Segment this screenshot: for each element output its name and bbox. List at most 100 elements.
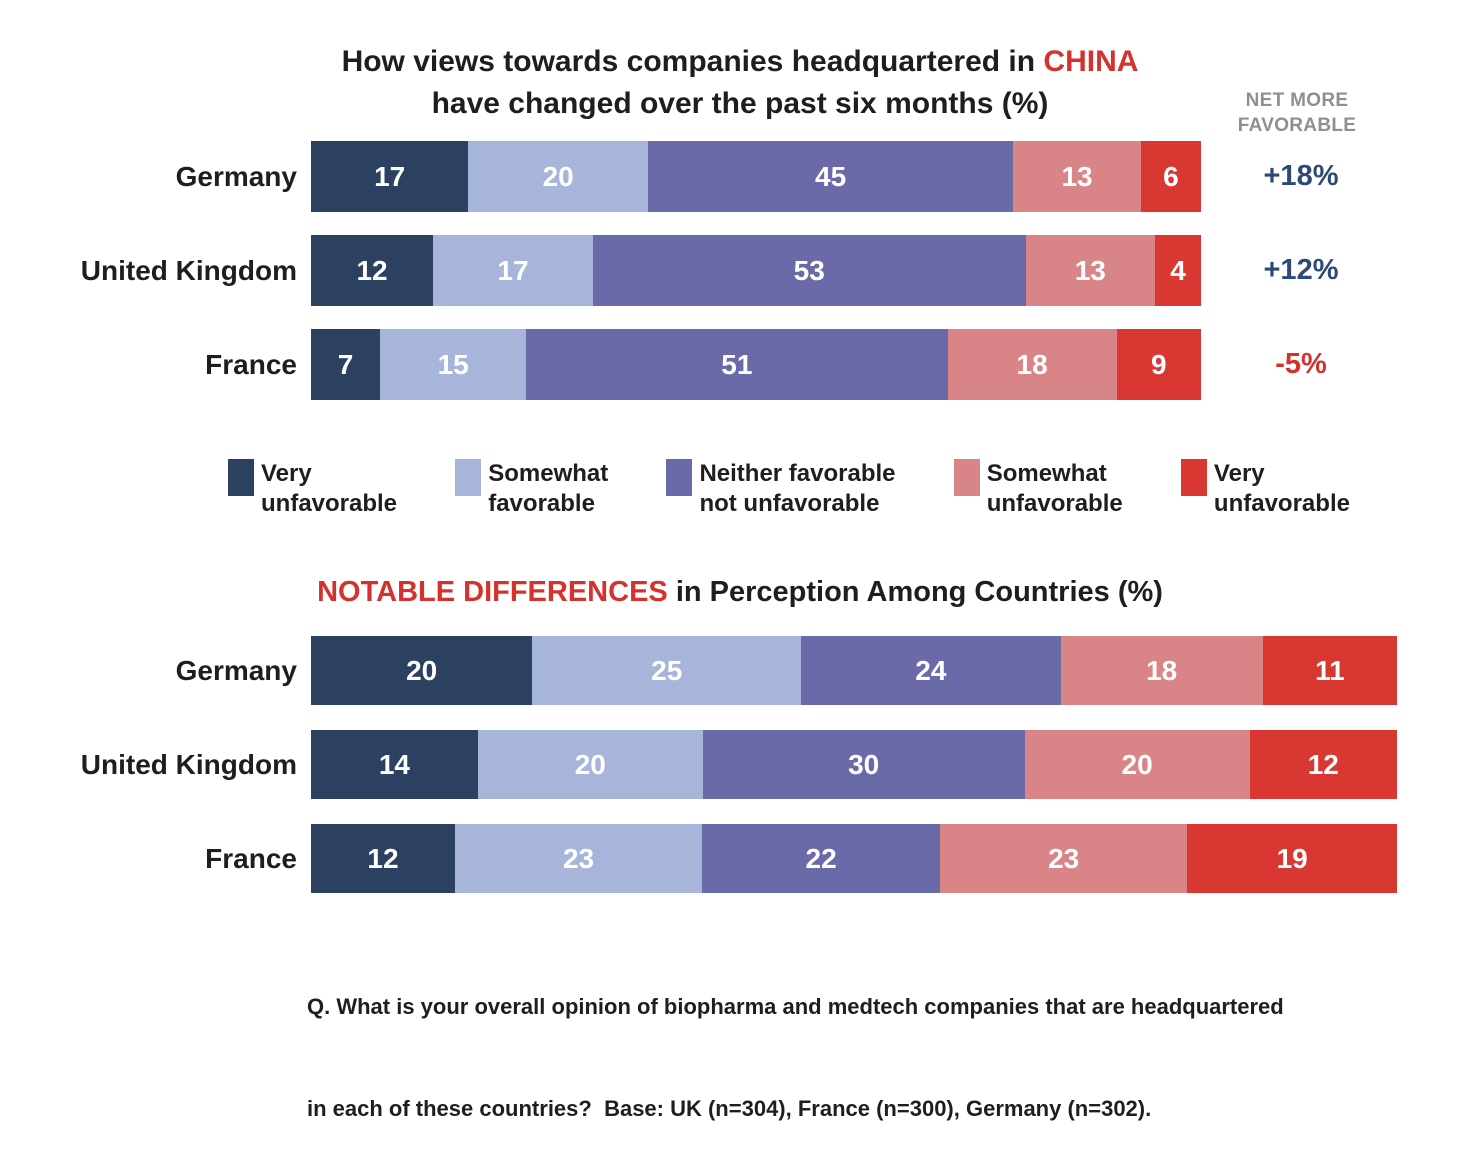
chart-perception-differences: Germany 20 25 24 18 11 United Kingdom 14 20 30 20 1…	[0, 636, 1480, 918]
bar-segment: 9	[1116, 329, 1202, 400]
chart2-title-suffix: in Perception Among Countries (%)	[667, 576, 1163, 608]
bar-value-label: 18	[1146, 654, 1178, 686]
bar-segment: 23	[940, 824, 1188, 893]
legend-label-line1: Very	[261, 460, 312, 487]
chart1-title-accent: CHINA	[1043, 45, 1139, 78]
stacked-bar: 12 23 22 23 19	[311, 824, 1397, 893]
bar-row: United Kingdom 12 17 53 13 4 +12%	[0, 235, 1480, 306]
bar-segment: 12	[311, 235, 434, 306]
footnote-line2: in each of these countries? Base: UK (n=…	[307, 1096, 1152, 1121]
bar-value-label: 17	[374, 160, 406, 192]
legend-label: Somewhat favorable	[488, 459, 608, 519]
bar-value-label: 30	[848, 748, 880, 780]
stacked-bar: 17 20 45 13 6	[311, 141, 1201, 212]
legend: Very unfavorable Somewhat favorable Neither …	[228, 459, 1350, 519]
bar-segment: 18	[1060, 636, 1263, 705]
bar-value-label: 22	[805, 842, 837, 874]
bar-value-label: 19	[1276, 842, 1308, 874]
bar-value-label: 9	[1150, 348, 1167, 380]
net-more-favorable-header: NET MORE FAVORABLE	[1222, 88, 1372, 138]
legend-label-line1: Very	[1213, 460, 1265, 487]
bar-value-label: 20	[406, 654, 438, 686]
net-value: +18%	[1263, 160, 1339, 192]
legend-label-line2: unfavorable	[261, 490, 398, 517]
bar-value-label: 6	[1163, 160, 1179, 192]
chart-china-views: Germany 17 20 45 13 6 +18% United Kingdom 12 17 53…	[0, 141, 1480, 423]
net-value: -5%	[1275, 348, 1327, 380]
bar-value-label: 12	[1307, 748, 1339, 780]
legend-label-line2: unfavorable	[986, 490, 1123, 517]
country-label: Germany	[175, 654, 297, 686]
legend-swatch	[1180, 459, 1207, 496]
legend-label-line2: unfavorable	[1213, 490, 1350, 517]
bar-value-label: 25	[651, 654, 683, 686]
bar-value-label: 45	[815, 160, 847, 192]
chart2-title-accent: NOTABLE DIFFERENCES	[317, 576, 668, 608]
legend-label: Very unfavorable	[261, 459, 397, 519]
bar-segment: 6	[1140, 141, 1201, 212]
bar-value-label: 4	[1170, 254, 1186, 286]
country-label: France	[205, 348, 297, 380]
bar-segment: 20	[477, 730, 703, 799]
bar-value-label: 12	[367, 842, 399, 874]
bar-segment: 20	[311, 636, 533, 705]
bar-segment: 12	[311, 824, 455, 893]
bar-value-label: 14	[378, 748, 410, 780]
stacked-bar: 14 20 30 20 12	[311, 730, 1397, 799]
legend-item: Very unfavorable	[228, 459, 397, 519]
net-header-line1: NET MORE	[1245, 90, 1349, 111]
bar-value-label: 51	[721, 348, 753, 380]
bar-row: Germany 20 25 24 18 11	[0, 636, 1480, 705]
bar-value-label: 7	[337, 348, 354, 380]
bar-segment: 15	[380, 329, 527, 400]
bar-segment: 4	[1155, 235, 1201, 306]
bar-segment: 12	[1249, 730, 1397, 799]
bar-segment: 13	[1013, 141, 1141, 212]
legend-swatch	[228, 459, 254, 496]
bar-segment: 51	[526, 329, 948, 400]
legend-label: Very unfavorable	[1214, 459, 1350, 519]
chart1-title: How views towards companies headquartere…	[0, 41, 1480, 125]
bar-value-label: 20	[574, 748, 606, 780]
bar-segment: 11	[1262, 636, 1398, 705]
bar-value-label: 24	[915, 654, 947, 686]
legend-label-line1: Somewhat	[986, 460, 1107, 487]
footnote: Q. What is your overall opinion of bioph…	[307, 922, 1284, 1160]
bar-segment: 53	[592, 235, 1026, 306]
legend-swatch	[666, 459, 693, 496]
legend-label-line1: Somewhat	[488, 460, 609, 487]
bar-row: United Kingdom 14 20 30 20 12	[0, 730, 1480, 799]
legend-label: Somewhat unfavorable	[987, 459, 1123, 519]
net-value: +12%	[1263, 254, 1339, 286]
bar-segment: 20	[1024, 730, 1250, 799]
bar-segment: 18	[947, 329, 1117, 400]
country-label: United Kingdom	[80, 254, 297, 286]
bar-value-label: 20	[1121, 748, 1153, 780]
bar-segment: 14	[311, 730, 478, 799]
bar-segment: 17	[433, 235, 593, 306]
bar-value-label: 20	[542, 160, 574, 192]
bar-segment: 19	[1187, 824, 1397, 893]
bar-value-label: 23	[562, 842, 595, 874]
legend-item: Very unfavorable	[1180, 459, 1350, 519]
bar-row: France 12 23 22 23 19	[0, 824, 1480, 893]
legend-label-line1: Neither favorable	[699, 460, 896, 487]
legend-swatch	[953, 459, 980, 496]
country-label: Germany	[175, 160, 297, 192]
net-header-line2: FAVORABLE	[1237, 115, 1357, 136]
bar-value-label: 12	[356, 254, 388, 286]
legend-item: Somewhat favorable	[455, 459, 608, 519]
bar-value-label: 13	[1074, 254, 1106, 286]
legend-label: Neither favorable not unfavorable	[699, 459, 895, 519]
stacked-bar: 20 25 24 18 11	[311, 636, 1398, 705]
bar-segment: 45	[647, 141, 1014, 212]
country-label: France	[205, 842, 297, 874]
stacked-bar: 12 17 53 13 4	[311, 235, 1201, 306]
bar-segment: 13	[1025, 235, 1156, 306]
legend-item: Somewhat unfavorable	[953, 459, 1123, 519]
bar-segment: 25	[532, 636, 802, 705]
legend-item: Neither favorable not unfavorable	[666, 459, 896, 519]
legend-label-line2: not unfavorable	[699, 490, 880, 517]
bar-row: Germany 17 20 45 13 6 +18%	[0, 141, 1480, 212]
bar-segment: 23	[454, 824, 703, 893]
